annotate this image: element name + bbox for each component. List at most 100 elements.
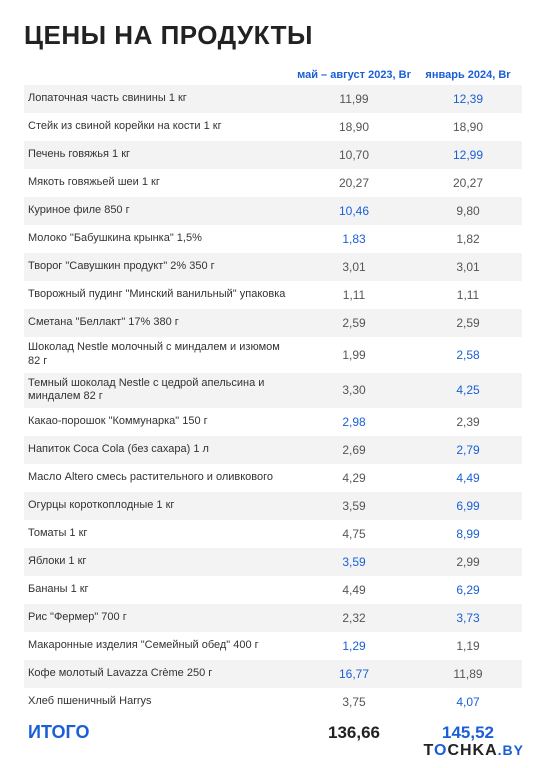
- table-row: Напиток Coca Cola (без сахара) 1 л2,692,…: [24, 436, 522, 464]
- product-name: Рис "Фермер" 700 г: [24, 611, 294, 625]
- product-name: Масло Altero смесь растительного и оливк…: [24, 471, 294, 485]
- product-name: Напиток Coca Cola (без сахара) 1 л: [24, 443, 294, 457]
- table-row: Куриное филе 850 г10,469,80: [24, 197, 522, 225]
- price-period-1: 10,70: [294, 148, 414, 162]
- price-period-1: 11,99: [294, 92, 414, 106]
- product-name: Яблоки 1 кг: [24, 555, 294, 569]
- price-period-1: 1,83: [294, 232, 414, 246]
- table-row: Какао-порошок "Коммунарка" 150 г2,982,39: [24, 408, 522, 436]
- product-name: Лопаточная часть свинины 1 кг: [24, 92, 294, 106]
- logo-t: T: [424, 742, 434, 759]
- product-name: Томаты 1 кг: [24, 527, 294, 541]
- product-name: Бананы 1 кг: [24, 583, 294, 597]
- price-period-2: 1,19: [414, 639, 522, 653]
- table-row: Лопаточная часть свинины 1 кг11,9912,39: [24, 85, 522, 113]
- table-row: Молоко "Бабушкина крынка" 1,5%1,831,82: [24, 225, 522, 253]
- product-name: Сметана "Беллакт" 17% 380 г: [24, 316, 294, 330]
- table-row: Стейк из свиной корейки на кости 1 кг18,…: [24, 113, 522, 141]
- table-row: Сметана "Беллакт" 17% 380 г2,592,59: [24, 309, 522, 337]
- price-period-2: 2,99: [414, 555, 522, 569]
- price-period-1: 2,32: [294, 611, 414, 625]
- price-period-1: 2,98: [294, 415, 414, 429]
- table-row: Кофе молотый Lavazza Crème 250 г16,7711,…: [24, 660, 522, 688]
- logo: TOCHKA.BY: [424, 742, 525, 760]
- price-period-2: 1,82: [414, 232, 522, 246]
- price-period-2: 11,89: [414, 667, 522, 681]
- price-period-1: 3,59: [294, 499, 414, 513]
- price-period-2: 4,49: [414, 471, 522, 485]
- table-row: Творожный пудинг "Минский ванильный" упа…: [24, 281, 522, 309]
- product-name: Хлеб пшеничный Harrys: [24, 695, 294, 709]
- table-row: Томаты 1 кг4,758,99: [24, 520, 522, 548]
- price-period-1: 1,99: [294, 348, 414, 362]
- table-row: Мякоть говяжьей шеи 1 кг20,2720,27: [24, 169, 522, 197]
- price-period-1: 4,49: [294, 583, 414, 597]
- price-period-2: 3,01: [414, 260, 522, 274]
- price-period-2: 2,79: [414, 443, 522, 457]
- price-period-2: 2,58: [414, 348, 522, 362]
- price-period-1: 3,75: [294, 695, 414, 709]
- price-table: Лопаточная часть свинины 1 кг11,9912,39С…: [24, 85, 522, 716]
- col-period-1: май – август 2023, Br: [294, 69, 414, 81]
- table-row: Огурцы короткоплодные 1 кг3,596,99: [24, 492, 522, 520]
- price-period-1: 10,46: [294, 204, 414, 218]
- price-period-2: 4,07: [414, 695, 522, 709]
- price-period-2: 6,29: [414, 583, 522, 597]
- price-period-1: 2,59: [294, 316, 414, 330]
- price-period-2: 12,99: [414, 148, 522, 162]
- total-row: ИТОГО 136,66 145,52: [24, 722, 522, 743]
- table-row: Хлеб пшеничный Harrys3,754,07: [24, 688, 522, 716]
- price-period-2: 4,25: [414, 383, 522, 397]
- price-period-2: 12,39: [414, 92, 522, 106]
- price-period-2: 1,11: [414, 288, 522, 302]
- logo-by: .BY: [498, 742, 524, 758]
- table-row: Масло Altero смесь растительного и оливк…: [24, 464, 522, 492]
- price-period-1: 20,27: [294, 176, 414, 190]
- price-period-1: 18,90: [294, 120, 414, 134]
- price-period-1: 4,75: [294, 527, 414, 541]
- product-name: Кофе молотый Lavazza Crème 250 г: [24, 667, 294, 681]
- table-row: Рис "Фермер" 700 г2,323,73: [24, 604, 522, 632]
- total-p1: 136,66: [294, 723, 414, 743]
- price-period-1: 3,59: [294, 555, 414, 569]
- total-label: ИТОГО: [24, 722, 294, 743]
- product-name: Печень говяжья 1 кг: [24, 148, 294, 162]
- price-period-1: 3,01: [294, 260, 414, 274]
- table-header: май – август 2023, Br январь 2024, Br: [24, 69, 522, 81]
- price-period-2: 20,27: [414, 176, 522, 190]
- product-name: Мякоть говяжьей шеи 1 кг: [24, 176, 294, 190]
- price-period-1: 4,29: [294, 471, 414, 485]
- table-row: Макаронные изделия "Семейный обед" 400 г…: [24, 632, 522, 660]
- price-period-1: 3,30: [294, 383, 414, 397]
- product-name: Макаронные изделия "Семейный обед" 400 г: [24, 639, 294, 653]
- product-name: Творожный пудинг "Минский ванильный" упа…: [24, 288, 294, 302]
- product-name: Стейк из свиной корейки на кости 1 кг: [24, 120, 294, 134]
- table-row: Печень говяжья 1 кг10,7012,99: [24, 141, 522, 169]
- table-row: Яблоки 1 кг3,592,99: [24, 548, 522, 576]
- price-period-1: 1,29: [294, 639, 414, 653]
- page-title: ЦЕНЫ НА ПРОДУКТЫ: [24, 20, 522, 51]
- col-period-2: январь 2024, Br: [414, 69, 522, 81]
- logo-rest: CHKA: [447, 742, 497, 759]
- price-period-2: 18,90: [414, 120, 522, 134]
- table-row: Шоколад Nestle молочный с миндалем и изю…: [24, 337, 522, 373]
- product-name: Какао-порошок "Коммунарка" 150 г: [24, 415, 294, 429]
- price-period-2: 8,99: [414, 527, 522, 541]
- product-name: Молоко "Бабушкина крынка" 1,5%: [24, 232, 294, 246]
- price-period-2: 3,73: [414, 611, 522, 625]
- price-period-2: 2,39: [414, 415, 522, 429]
- price-period-2: 9,80: [414, 204, 522, 218]
- price-period-2: 2,59: [414, 316, 522, 330]
- price-period-1: 1,11: [294, 288, 414, 302]
- price-period-2: 6,99: [414, 499, 522, 513]
- product-name: Огурцы короткоплодные 1 кг: [24, 499, 294, 513]
- table-row: Темный шоколад Nestle с цедрой апельсина…: [24, 373, 522, 409]
- logo-o: O: [434, 742, 447, 759]
- price-period-1: 16,77: [294, 667, 414, 681]
- product-name: Куриное филе 850 г: [24, 204, 294, 218]
- product-name: Шоколад Nestle молочный с миндалем и изю…: [24, 341, 294, 369]
- table-row: Творог "Савушкин продукт" 2% 350 г3,013,…: [24, 253, 522, 281]
- total-p2: 145,52: [414, 723, 522, 743]
- product-name: Темный шоколад Nestle с цедрой апельсина…: [24, 377, 294, 405]
- product-name: Творог "Савушкин продукт" 2% 350 г: [24, 260, 294, 274]
